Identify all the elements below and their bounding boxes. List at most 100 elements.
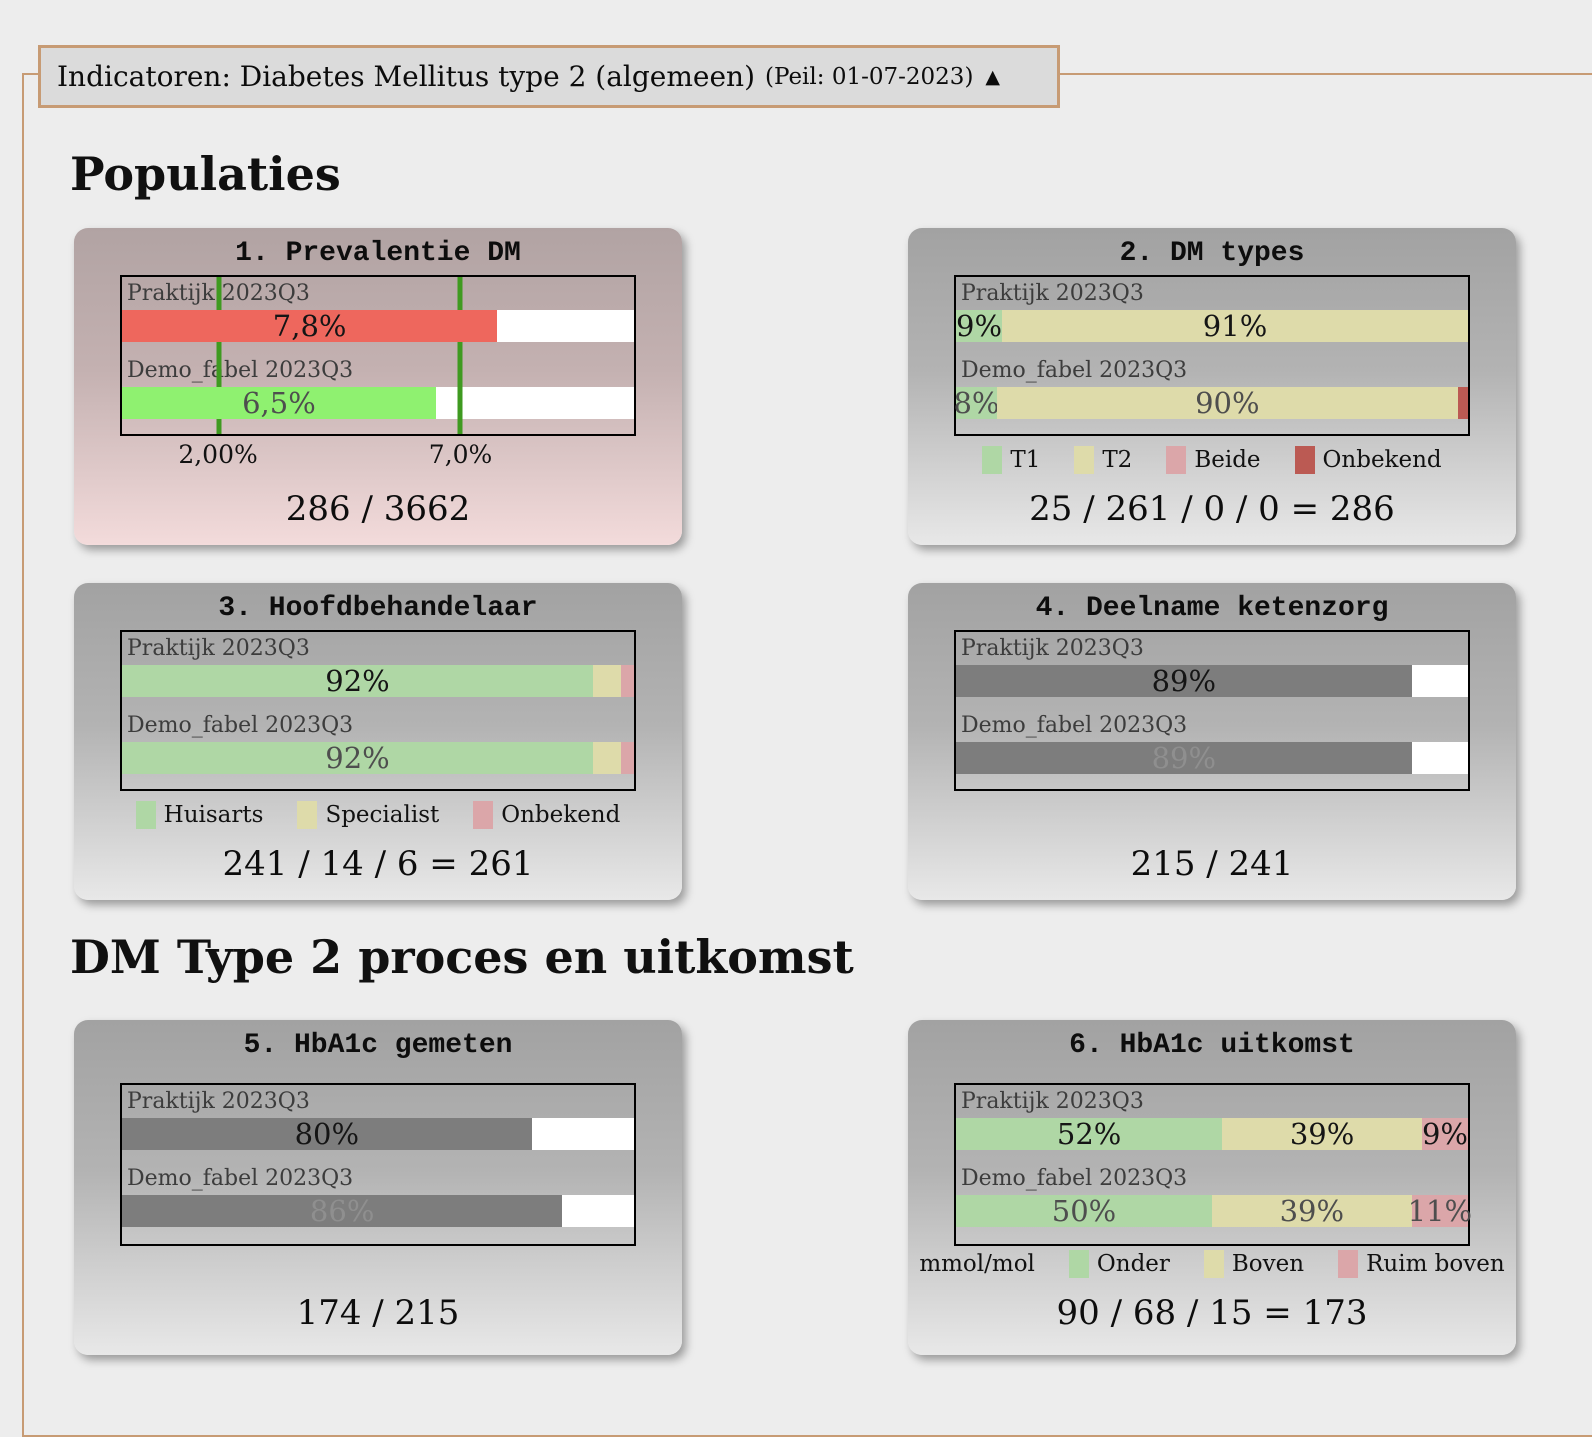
bar-segment-t2: 90% [996, 386, 1458, 420]
legend-label: Ruim boven [1366, 1251, 1505, 1277]
legend-unit-label: mmol/mol [919, 1251, 1035, 1277]
panel-prevalentie-dm: 1. Prevalentie DM Praktijk 2023Q3 7,8% D… [74, 228, 682, 545]
bar-segment-specialist [593, 665, 621, 697]
legend-item: Boven [1203, 1250, 1305, 1278]
panel-title: 4. Deelname ketenzorg [1035, 593, 1389, 624]
bar-praktijk: 7,8% [122, 309, 634, 343]
legend-label: T2 [1102, 447, 1133, 473]
bar-segment-onbekend [620, 742, 634, 774]
row-label-praktijk: Praktijk 2023Q3 [961, 636, 1144, 661]
bar-chart-hba1c-uitkomst: Praktijk 2023Q3 52% 39% 9% Demo_fabel 20… [954, 1083, 1472, 1246]
panel-title: 5. HbA1c gemeten [243, 1030, 513, 1061]
bar-segment-onder: 50% [956, 1194, 1212, 1228]
legend-swatch-boven [1203, 1250, 1224, 1278]
bar-gap [122, 697, 634, 709]
bar-segment: 6,5% [122, 386, 436, 420]
bar-segment: 89% [956, 741, 1412, 775]
legend-item: Ruim boven [1338, 1250, 1505, 1278]
panel-hoofdbehandelaar: 3. Hoofdbehandelaar Praktijk 2023Q3 92% … [74, 583, 682, 900]
row-label-praktijk: Praktijk 2023Q3 [127, 1089, 310, 1114]
row-label-demo: Demo_fabel 2023Q3 [961, 358, 1188, 383]
bar-segment-t1: 8% [953, 386, 1000, 420]
bar-chart-dm-types: Praktijk 2023Q3 9% 91% Demo_fabel 2023Q3… [953, 275, 1470, 436]
legend-label: Huisarts [163, 802, 264, 828]
legend: T1 T2 Beide Onbekend [908, 446, 1516, 474]
legend-item: Huisarts [135, 801, 264, 829]
row-label-demo: Demo_fabel 2023Q3 [127, 358, 354, 383]
bar-segment-huisarts: 92% [122, 664, 594, 698]
legend-swatch-ruim-boven [1338, 1250, 1359, 1278]
bar-segment-specialist [593, 742, 621, 774]
bar-demo: 86% [122, 1194, 634, 1228]
legend-label: Boven [1231, 1251, 1305, 1277]
bar-chart-ketenzorg: Praktijk 2023Q3 89% Demo_fabel 2023Q3 89… [954, 630, 1470, 791]
bar-chart-prevalentie: Praktijk 2023Q3 7,8% Demo_fabel 2023Q3 6… [120, 275, 636, 436]
panel-title: 2. DM types [1119, 238, 1305, 269]
legend: Huisarts Specialist Onbekend [74, 801, 682, 829]
bar-demo: 6,5% [122, 386, 634, 420]
reference-line-min [216, 277, 222, 434]
legend-swatch-t1 [982, 446, 1003, 474]
bar-segment-onbekend [1457, 387, 1468, 419]
bar-segment-onder: 52% [956, 1117, 1223, 1151]
legend-label: Onder [1096, 1251, 1170, 1277]
legend-swatch-onbekend [473, 801, 494, 829]
bar-chart-hba1c-gemeten: Praktijk 2023Q3 80% Demo_fabel 2023Q3 86… [120, 1083, 636, 1246]
bar-segment-t1: 9% [956, 309, 1003, 343]
bar-praktijk: 52% 39% 9% [956, 1117, 1468, 1151]
bar-segment: 86% [122, 1194, 563, 1228]
legend-item: Specialist [297, 801, 439, 829]
peil-date-label: (Peil: 01-07-2023) [765, 63, 974, 90]
legend-item: Onbekend [473, 801, 620, 829]
panel-dm-types: 2. DM types Praktijk 2023Q3 9% 91% Demo_… [908, 228, 1516, 545]
legend-item: Beide [1166, 446, 1261, 474]
panel-count: 241 / 14 / 6 = 261 [222, 844, 534, 884]
bar-demo: 50% 39% 11% [956, 1194, 1472, 1228]
x-axis: 2,00% 7,0% [120, 440, 636, 474]
bar-segment: 89% [956, 664, 1412, 698]
bar-segment-boven: 39% [1212, 1194, 1412, 1228]
bar-segment-boven: 39% [1222, 1117, 1422, 1151]
panel-count: 215 / 241 [1130, 844, 1294, 884]
bar-gap [122, 342, 634, 354]
row-label-demo: Demo_fabel 2023Q3 [961, 713, 1188, 738]
legend-label: Onbekend [1322, 447, 1442, 473]
row-label-praktijk: Praktijk 2023Q3 [127, 281, 310, 306]
legend-item: T2 [1074, 446, 1132, 474]
panel-count: 174 / 215 [296, 1293, 460, 1333]
panel-count: 25 / 261 / 0 / 0 = 286 [1029, 489, 1395, 529]
legend: mmol/mol Onder Boven Ruim boven [908, 1250, 1516, 1278]
bar-praktijk: 89% [956, 664, 1468, 698]
row-label-praktijk: Praktijk 2023Q3 [127, 636, 310, 661]
row-label-praktijk: Praktijk 2023Q3 [961, 1089, 1144, 1114]
row-label-praktijk: Praktijk 2023Q3 [961, 281, 1144, 306]
panel-hba1c-uitkomst: 6. HbA1c uitkomst Praktijk 2023Q3 52% 39… [908, 1020, 1516, 1355]
legend-swatch-onbekend [1294, 446, 1315, 474]
bar-segment-t2: 91% [1002, 309, 1468, 343]
section-collapse-header[interactable]: Indicatoren: Diabetes Mellitus type 2 (a… [38, 45, 1060, 108]
legend-swatch-huisarts [135, 801, 156, 829]
panel-title: 3. Hoofdbehandelaar [218, 593, 538, 624]
bar-segment-ruim-boven: 9% [1421, 1117, 1468, 1151]
bar-segment: 7,8% [122, 309, 498, 343]
section-title: Indicatoren: Diabetes Mellitus type 2 (a… [57, 60, 756, 93]
row-label-demo: Demo_fabel 2023Q3 [961, 1166, 1188, 1191]
bar-chart-hoofdbehandelaar: Praktijk 2023Q3 92% Demo_fabel 2023Q3 92… [120, 630, 636, 791]
panel-hba1c-gemeten: 5. HbA1c gemeten Praktijk 2023Q3 80% Dem… [74, 1020, 682, 1355]
legend-swatch-t2 [1074, 446, 1095, 474]
panel-count: 286 / 3662 [285, 489, 471, 529]
row-label-demo: Demo_fabel 2023Q3 [127, 1166, 354, 1191]
legend-swatch-onder [1068, 1250, 1089, 1278]
bar-gap [956, 1150, 1468, 1162]
bar-demo: 92% [122, 741, 634, 775]
legend-swatch-beide [1166, 446, 1187, 474]
bar-segment-huisarts: 92% [122, 741, 594, 775]
legend-item: T1 [982, 446, 1040, 474]
reference-line-max [457, 277, 463, 434]
axis-tick-label: 7,0% [428, 440, 493, 469]
collapse-triangle-icon[interactable]: ▲ [985, 65, 1001, 88]
bar-praktijk: 92% [122, 664, 634, 698]
bar-demo: 8% 90% [953, 386, 1468, 420]
legend-label: Beide [1194, 447, 1261, 473]
legend-item: Onbekend [1294, 446, 1442, 474]
